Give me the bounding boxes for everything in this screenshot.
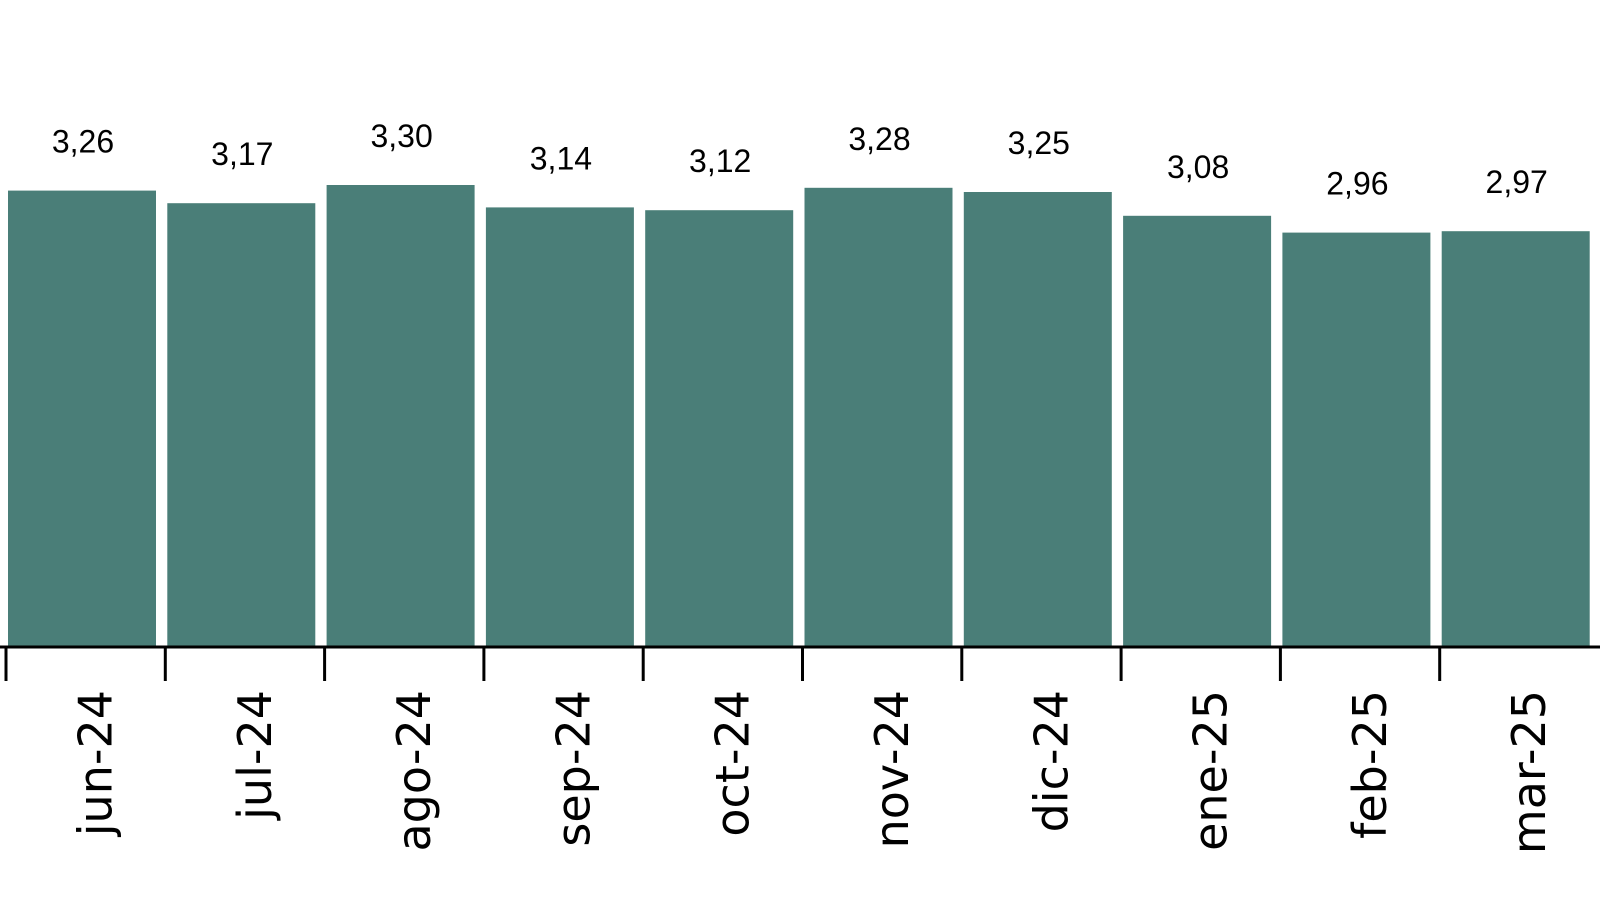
x-tick-label-jul-24: jul-24	[228, 690, 282, 821]
x-tick-label-nov-24: nov-24	[865, 690, 919, 848]
x-tick-label-ene-25: ene-25	[1184, 690, 1238, 851]
bar-value-label: 3,14	[530, 140, 592, 176]
x-tick-label-sep-24: sep-24	[546, 690, 600, 847]
bar-mar-25	[1441, 231, 1590, 647]
x-tick-label-mar-25: mar-25	[1502, 690, 1556, 854]
bar-oct-24	[645, 210, 794, 647]
x-axis-tick-labels-group: jun-24 jul-24 ago-24 sep-24 oct-24 nov-24 dic-…	[69, 690, 1557, 854]
bar-value-label: 3,08	[1167, 149, 1229, 185]
bars-group	[8, 185, 1590, 648]
x-tick-label-feb-25: feb-25	[1343, 690, 1397, 839]
x-tick-label-ago-24: ago-24	[387, 690, 441, 852]
bar-ago-24	[326, 185, 475, 647]
value-labels-group: 3,26 3,17 3,30 3,14 3,12 3,28 3,25 3,08 2,96 2,97	[52, 118, 1548, 202]
x-tick-label-oct-24: oct-24	[706, 690, 760, 837]
bar-nov-24	[804, 187, 953, 648]
x-axis-ticks-group	[4, 647, 1442, 681]
bar-jul-24	[167, 203, 316, 647]
bar-value-label: 3,28	[848, 121, 910, 157]
bar-dic-24	[963, 192, 1112, 647]
bar-value-label: 3,25	[1008, 125, 1070, 161]
bar-sep-24	[485, 207, 634, 647]
bar-value-label: 3,12	[689, 143, 751, 179]
bar-value-label: 2,97	[1486, 164, 1548, 200]
x-tick-label-dic-24: dic-24	[1024, 690, 1078, 832]
bar-feb-25	[1282, 232, 1431, 647]
bar-value-label: 2,96	[1326, 166, 1388, 202]
bar-ene-25	[1123, 215, 1272, 648]
bar-jun-24	[8, 190, 156, 647]
bar-value-label: 3,17	[211, 136, 273, 172]
bar-value-label: 3,30	[370, 118, 432, 154]
x-tick-label-jun-24: jun-24	[69, 690, 123, 837]
bar-value-label: 3,26	[52, 124, 114, 160]
